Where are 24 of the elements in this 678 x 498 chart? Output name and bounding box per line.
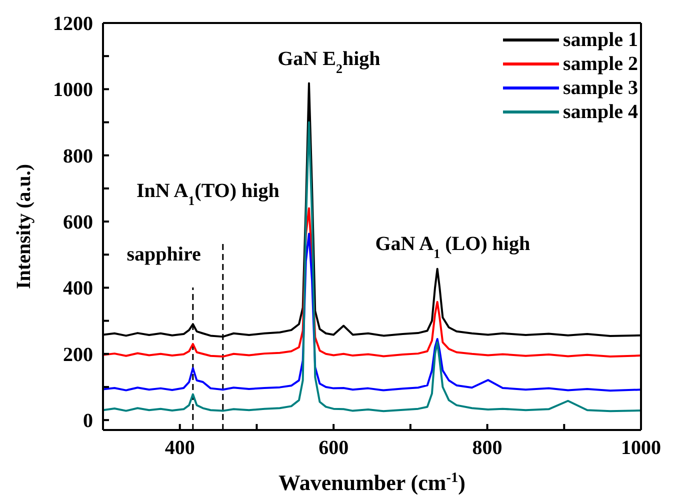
x-tick-label: 800 [472,437,502,460]
line-series [103,121,641,412]
line-series [103,207,641,358]
x-tick-label: 400 [164,437,195,460]
annotation: GaN E$_{2}$high [278,48,380,76]
y-tick-label: 400 [63,278,93,300]
annotation: GaN A$_{1}$ (LO) high [375,232,530,260]
y-tick-label: 200 [63,344,93,366]
y-tick-label: 800 [63,145,93,168]
annotation: sapphire [126,243,201,266]
y-tick-label: 1000 [53,79,93,102]
x-axis-title: Wavenumber (cm$^{-1}$) [278,470,466,495]
y-axis-title: Intensity (a.u.) [13,164,35,290]
legend-label: sample 1 [563,28,638,52]
y-tick-label: 1200 [53,13,93,35]
legend-label: sample 2 [563,52,638,76]
legend-label: sample 3 [563,76,638,100]
annotation: InN A$_{1}$(TO) high [136,180,280,208]
y-tick-label: 0 [83,410,93,432]
line-series [103,232,641,392]
x-tick-label: 1000 [621,437,661,460]
legend-label: sample 4 [563,100,638,124]
x-tick-label: 600 [318,437,349,460]
y-tick-label: 600 [63,212,93,234]
